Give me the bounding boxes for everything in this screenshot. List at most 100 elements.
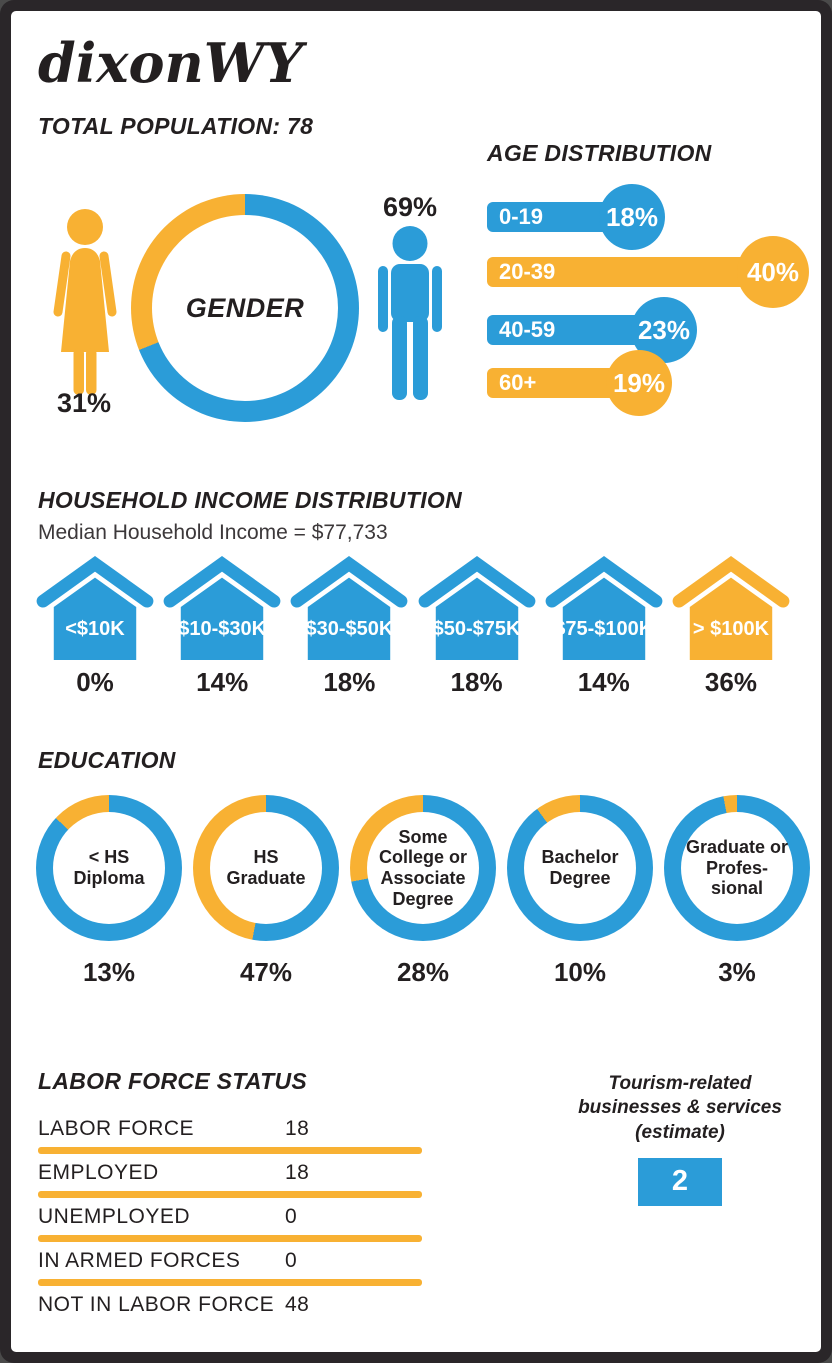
education-donut-label: Graduate or Profes-sional [685,836,789,899]
tourism-label-line1: Tourism-related [608,1073,752,1094]
house-item: $50-$75K 18% [418,556,536,698]
house-range-label: <$10K [65,618,125,641]
education-donut-hole [681,812,793,924]
house-range-label: > $100K [692,618,770,641]
age-bar-row: 0-19 18% [487,184,665,250]
house-percent-label: 18% [450,667,503,697]
page-title: dixonWY [38,31,303,95]
labor-table-row: IN ARMED FORCES 0 [38,1242,422,1279]
education-section-title: EDUCATION [38,747,176,773]
education-donut-label-wrap: HS Graduate [193,795,339,941]
male-icon [374,226,446,402]
labor-row-label: EMPLOYED [38,1160,159,1184]
age-bar-value-circle: 18% [599,184,665,250]
labor-table-row: LABOR FORCE 18 [38,1110,422,1147]
education-item: Some College or Associate Degree 28% [350,795,496,988]
labor-table-row: NOT IN LABOR FORCE 48 [38,1286,422,1323]
house-percent-label: 14% [577,667,630,697]
house-item: $75-$100K 14% [545,556,663,698]
education-donut-chart: < HS Diploma [36,795,182,941]
house-icon: $30-$50K [290,556,408,662]
labor-row-label: NOT IN LABOR FORCE [38,1292,275,1316]
education-donut-chart: Graduate or Profes-sional [664,795,810,941]
tourism-count-badge: 2 [638,1157,722,1206]
education-donut-hole [53,812,165,924]
age-bar-category: 40-59 [499,317,556,342]
house-range-label: $50-$75K [432,618,521,641]
house-range-label: $75-$100K [554,618,654,641]
house-icon: $75-$100K [545,556,663,662]
education-donut-hole [367,812,479,924]
house-icon: $10-$30K [163,556,281,662]
tourism-block: Tourism-related businesses & services (e… [560,1072,800,1206]
labor-row-value: 18 [285,1116,310,1140]
age-bar-row: 60+ 19% [487,350,672,416]
labor-section-title: LABOR FORCE STATUS [38,1068,308,1094]
gender-chart-label: GENDER [185,292,305,323]
house-item: $10-$30K 14% [163,556,281,698]
house-item: > $100K 36% [672,556,790,698]
education-donut-label: Bachelor Degree [541,847,619,888]
education-item: HS Graduate 47% [193,795,339,988]
labor-divider [38,1279,422,1286]
age-distribution-section: AGE DISTRIBUTION 0-19 18% 20-39 40% 40-59 23%… [487,140,820,430]
female-icon [52,208,118,398]
education-percent-label: 47% [239,957,293,987]
labor-divider [38,1147,422,1154]
labor-table-row: EMPLOYED 18 [38,1154,422,1191]
age-section-title: AGE DISTRIBUTION [487,140,712,166]
house-item: $30-$50K 18% [290,556,408,698]
median-income-subtitle: Median Household Income = $77,733 [38,521,388,544]
education-donut-label: HS Graduate [226,847,306,888]
age-bar-value-circle: 40% [737,236,809,308]
education-percent-label: 13% [82,957,136,987]
labor-force-table: LABOR FORCE 18 EMPLOYED 18 UNEMPLOYED 0 IN ARM… [38,1110,422,1323]
labor-row-value: 48 [285,1292,310,1316]
education-item: Bachelor Degree 10% [507,795,653,988]
labor-row-value: 18 [285,1160,310,1184]
male-percent-label: 69% [382,192,438,222]
age-bar-category: 0-19 [499,204,544,229]
education-item: Graduate or Profes-sional 3% [664,795,810,988]
tourism-label-line2: businesses & services [578,1097,782,1119]
age-bar-category: 20-39 [499,259,556,284]
house-percent-label: 14% [196,667,249,697]
income-section-title: HOUSEHOLD INCOME DISTRIBUTION [38,487,462,513]
education-donut-hole [524,812,636,924]
house-range-label: $10-$30K [178,618,267,641]
education-donut-label: Some College or Associate Degree [378,826,467,909]
labor-row-label: LABOR FORCE [38,1116,195,1140]
education-donut-label-wrap: Graduate or Profes-sional [664,795,810,941]
education-donut-chart: Bachelor Degree [507,795,653,941]
house-percent-label: 0% [76,667,114,697]
age-bar-row: 20-39 40% [487,236,809,308]
income-houses-row: <$10K 0% $10-$30K 14% $30-$50K 18% $50-$75K… [36,556,790,698]
labor-row-value: 0 [285,1204,298,1228]
education-donut-label-wrap: < HS Diploma [36,795,182,941]
labor-divider [38,1191,422,1198]
total-population-label: TOTAL POPULATION: 78 [38,113,314,139]
labor-divider [38,1235,422,1242]
education-donut-label-wrap: Some College or Associate Degree [350,795,496,941]
education-donut-chart: HS Graduate [193,795,339,941]
labor-row-value: 0 [285,1248,298,1272]
age-bar-value-circle: 19% [606,350,672,416]
education-donut-chart: Some College or Associate Degree [350,795,496,941]
education-donut-label: < HS Diploma [73,847,145,888]
education-item: < HS Diploma 13% [36,795,182,988]
age-bar-category: 60+ [499,370,537,395]
age-bar-row: 40-59 23% [487,297,697,363]
age-bar [487,257,773,287]
house-item: <$10K 0% [36,556,154,698]
house-icon: <$10K [36,556,154,662]
education-donuts-row: < HS Diploma 13% HS Graduate 47% Some Colleg… [36,795,810,988]
house-range-label: $30-$50K [305,618,394,641]
house-icon: > $100K [672,556,790,662]
labor-row-label: UNEMPLOYED [38,1204,191,1228]
education-percent-label: 10% [553,957,607,987]
education-donut-hole [210,812,322,924]
education-percent-label: 3% [718,957,756,987]
gender-donut-hole [152,215,338,401]
female-percent-label: 31% [56,388,112,418]
